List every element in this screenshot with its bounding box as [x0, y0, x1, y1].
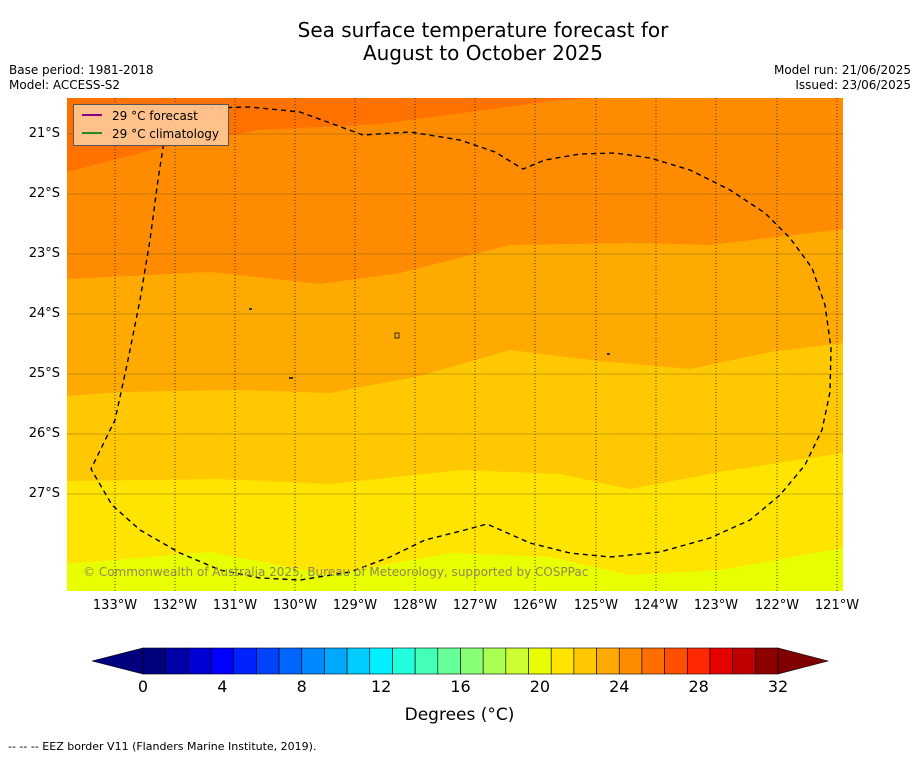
- issued-date: Issued: 23/06/2025: [795, 78, 911, 92]
- longitude-label: 123°W: [693, 598, 739, 613]
- longitude-label: 126°W: [512, 598, 558, 613]
- longitude-label: 131°W: [212, 598, 258, 613]
- longitude-label: 127°W: [452, 598, 498, 613]
- forecast-line-swatch: [82, 113, 102, 116]
- island-2: [289, 377, 293, 379]
- eez-border-line: [90, 106, 832, 581]
- title-line-2: August to October 2025: [362, 41, 604, 65]
- latitude-label: 24°S: [28, 306, 60, 321]
- title-line-1: Sea surface temperature forecast for: [297, 18, 669, 42]
- meta-left: Base period: 1981-2018 Model: ACCESS-S2: [9, 63, 154, 93]
- eez-footnote: -- -- -- EEZ border V11 (Flanders Marine…: [8, 740, 317, 753]
- legend-climatology-label: 29 °C climatology: [112, 127, 220, 141]
- longitude-label: 133°W: [92, 598, 138, 613]
- meta-right: Model run: 21/06/2025 Issued: 23/06/2025: [774, 63, 911, 93]
- island-1: [249, 308, 252, 310]
- legend-forecast-label: 29 °C forecast: [112, 109, 198, 123]
- longitude-label: 125°W: [573, 598, 619, 613]
- colorbar-tick-label: 24: [609, 677, 630, 696]
- band-25-26: [67, 98, 843, 284]
- model-name: Model: ACCESS-S2: [9, 78, 121, 92]
- colorbar-title: Degrees (°C): [404, 705, 515, 725]
- latitude-label: 22°S: [28, 186, 60, 201]
- latitude-label: 27°S: [28, 486, 60, 501]
- longitude-label: 130°W: [272, 598, 318, 613]
- colorbar-tick-label: 20: [529, 677, 551, 696]
- climatology-line-swatch: [82, 131, 102, 134]
- colorbar-tick-label: 28: [688, 677, 709, 696]
- sst-field: [67, 98, 843, 591]
- island-3: [394, 332, 400, 339]
- longitude-label: 129°W: [332, 598, 378, 613]
- map-legend: 29 °C forecast 29 °C climatology: [73, 104, 229, 146]
- colorbar-tick-label: 32: [767, 677, 789, 696]
- copyright-note: © Commonwealth of Australia 2025, Bureau…: [83, 565, 589, 579]
- legend-forecast: 29 °C forecast: [82, 108, 198, 124]
- longitude-label: 124°W: [633, 598, 679, 613]
- longitude-label: 121°W: [814, 598, 860, 613]
- legend-climatology: 29 °C climatology: [82, 126, 219, 142]
- colorbar-tick-label: 4: [217, 677, 228, 696]
- model-run: Model run: 21/06/2025: [773, 63, 911, 77]
- colorbar-tick-label: 16: [450, 677, 471, 696]
- latitude-label: 25°S: [28, 366, 60, 381]
- longitude-label: 122°W: [754, 598, 800, 613]
- island-4: [607, 353, 610, 355]
- colorbar-tick-label: 8: [296, 677, 307, 696]
- latitude-label: 26°S: [28, 426, 60, 441]
- map-title: Sea surface temperature forecast for Aug…: [0, 19, 919, 65]
- longitude-label: 132°W: [152, 598, 198, 613]
- islands: [249, 308, 610, 379]
- longitude-label: 128°W: [392, 598, 438, 613]
- latitude-label: 21°S: [28, 126, 60, 141]
- latitude-label: 23°S: [28, 246, 60, 261]
- colorbar-tick-label: 12: [370, 677, 392, 696]
- base-period: Base period: 1981-2018: [9, 63, 154, 77]
- colorbar-tick-label: 0: [137, 677, 149, 696]
